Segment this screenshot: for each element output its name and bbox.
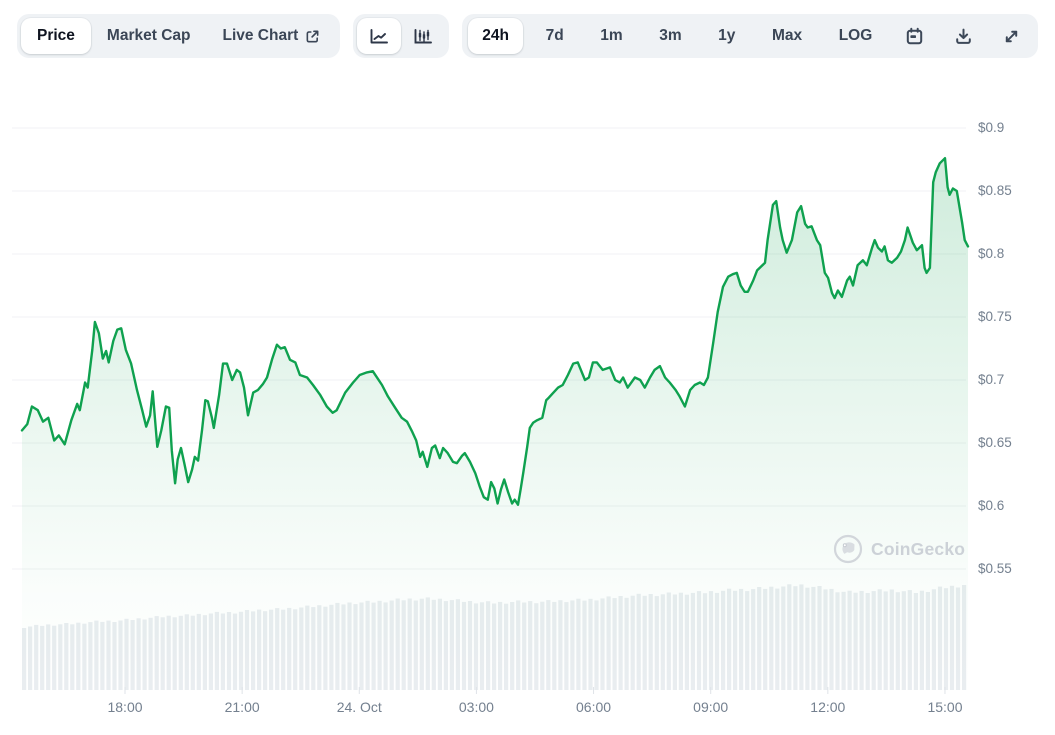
x-axis-label: 03:00 — [458, 699, 494, 715]
range-3m[interactable]: 3m — [645, 18, 695, 54]
range-1m[interactable]: 1m — [586, 18, 636, 54]
x-axis-label: 18:00 — [107, 699, 143, 715]
chart-toolbar: Price Market Cap Live Chart — [17, 14, 1038, 58]
line-chart-button[interactable] — [357, 18, 402, 54]
range-7d-label: 7d — [545, 27, 564, 44]
calendar-icon — [907, 27, 923, 44]
x-axis-label: 15:00 — [927, 699, 963, 715]
view-tab-group: Price Market Cap Live Chart — [17, 14, 341, 58]
x-axis-label: 09:00 — [693, 699, 729, 715]
y-axis-label: $0.8 — [978, 246, 1005, 261]
range-1y[interactable]: 1y — [704, 18, 749, 54]
chart-type-group — [353, 14, 450, 58]
x-axis-label: 24. Oct — [336, 699, 382, 715]
x-axis-label: 21:00 — [224, 699, 260, 715]
range-max[interactable]: Max — [758, 18, 816, 54]
candlestick-chart-icon — [414, 28, 433, 43]
y-axis-label: $0.75 — [978, 309, 1012, 324]
date-range-button[interactable] — [895, 18, 935, 54]
log-scale-label: LOG — [838, 27, 873, 44]
y-axis-label: $0.7 — [978, 372, 1005, 387]
price-line — [20, 157, 970, 506]
price-area-fill — [22, 158, 968, 690]
download-button[interactable] — [943, 18, 983, 54]
range-24h-label: 24h — [482, 27, 510, 44]
fullscreen-icon — [1006, 30, 1018, 42]
tab-price[interactable]: Price — [21, 18, 91, 54]
range-24h[interactable]: 24h — [468, 18, 524, 54]
external-link-icon — [306, 30, 319, 42]
x-axis-label: 12:00 — [810, 699, 846, 715]
log-scale-toggle[interactable]: LOG — [825, 18, 887, 54]
range-max-label: Max — [771, 27, 803, 44]
y-axis-label: $0.6 — [978, 498, 1005, 513]
range-group: 24h 7d 1m 3m 1y Max LOG — [462, 14, 1038, 58]
y-axis-label: $0.9 — [978, 120, 1005, 135]
range-1m-label: 1m — [600, 27, 623, 44]
x-axis-label: 06:00 — [576, 699, 612, 715]
tab-live-chart-label: Live Chart — [222, 27, 299, 44]
range-3m-label: 3m — [659, 27, 682, 44]
tab-market-cap[interactable]: Market Cap — [91, 18, 207, 54]
y-axis-label: $0.85 — [978, 183, 1012, 198]
y-axis-label: $0.65 — [978, 435, 1012, 450]
line-chart-icon — [370, 28, 389, 43]
candlestick-chart-button[interactable] — [401, 18, 445, 54]
tab-price-label: Price — [37, 27, 75, 44]
tab-market-cap-label: Market Cap — [106, 27, 191, 44]
tab-live-chart[interactable]: Live Chart — [206, 18, 336, 54]
download-icon — [956, 28, 971, 44]
y-axis-label: $0.55 — [978, 561, 1012, 576]
range-1y-label: 1y — [718, 27, 736, 44]
fullscreen-button[interactable] — [992, 18, 1032, 54]
range-7d[interactable]: 7d — [532, 18, 578, 54]
